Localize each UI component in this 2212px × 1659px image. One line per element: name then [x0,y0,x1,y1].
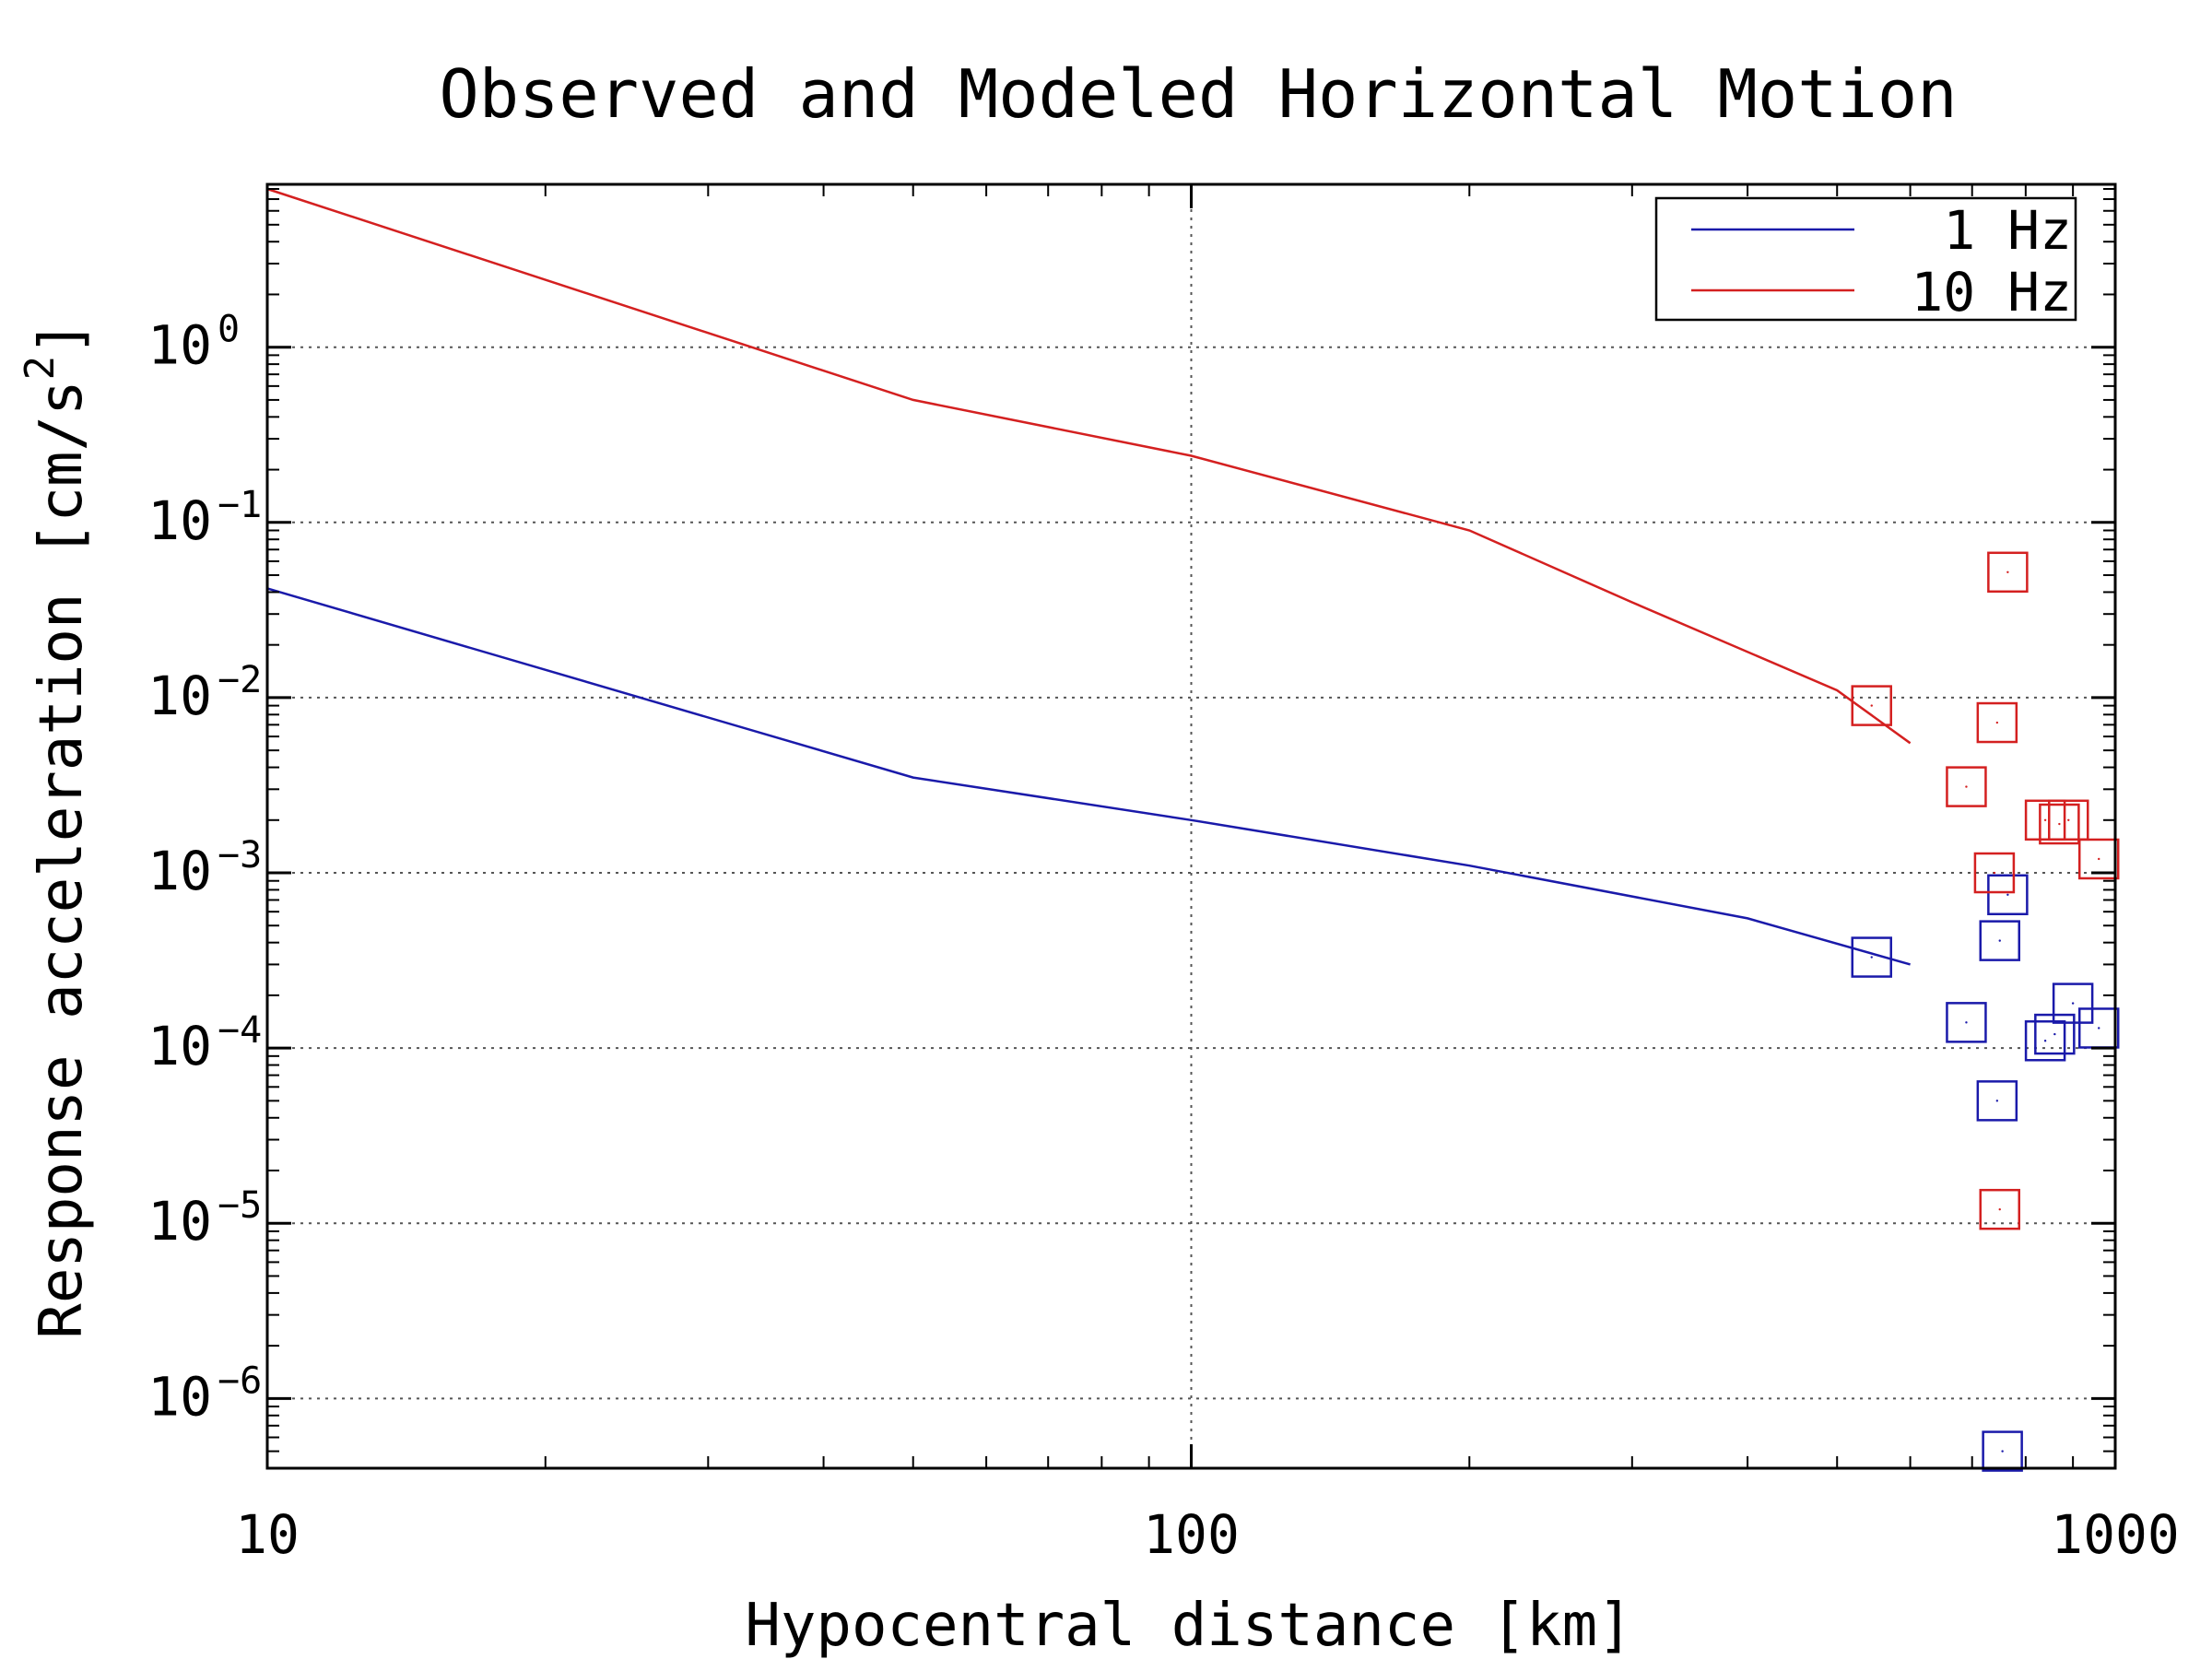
observed-point-center-1hz [2043,1040,2047,1042]
observed-point-center-1hz [2006,893,2009,896]
observed-point-1hz [2024,1020,2066,1062]
y-axis-label-sup: 2 [17,356,64,381]
observed-point-1hz [2034,1013,2076,1055]
observed-point-10hz [1979,1188,2020,1230]
observed-point-10hz [1987,551,2029,594]
y-tick-exponent: 0 [218,309,240,351]
x-tick-label: 1000 [2051,1503,2180,1566]
model-line-10hz [266,187,1912,745]
observed-point-center-10hz [2006,571,2009,573]
observed-point-center-10hz [1965,785,1968,788]
y-axis-label: Response acceleration [cm/s2] [17,320,96,1338]
x-axis-label: Hypocentral distance [km] [745,1592,1632,1659]
observed-point-center-10hz [2058,822,2061,826]
y-tick-label: 10 [147,1190,212,1253]
observed-point-10hz [2077,838,2120,880]
x-tick-label: 100 [1143,1503,1240,1566]
observed-point-1hz [1946,1002,1987,1043]
y-tick-label: 10 [147,314,212,377]
observed-point-center-1hz [2053,1032,2056,1036]
y-axis-label-text: Response acceleration [cm/s [28,380,96,1338]
legend-box [1654,196,2077,322]
observed-point-10hz [2048,799,2089,841]
observed-point-1hz [1982,1430,2023,1472]
axis-ticks [265,184,2117,1469]
observed-point-10hz [1851,685,1892,726]
observed-point-center-1hz [2001,1450,2004,1453]
observed-point-10hz [2024,799,2066,841]
legend: 1 Hz 10 Hz [1654,196,2077,324]
y-tick-exponent: −1 [218,484,262,526]
y-tick-exponent: −5 [218,1184,262,1227]
observed-point-1hz [1987,874,2029,916]
model-line-1hz [266,587,1911,966]
y-tick-label: 10 [147,840,212,902]
y-tick-exponent: −6 [218,1359,262,1402]
y-tick-label: 10 [147,1015,212,1077]
observed-point-center-1hz [1965,1021,1968,1024]
x-tick-label: 10 [235,1503,300,1566]
observed-point-center-10hz [2043,818,2047,821]
y-tick-label: 10 [147,665,212,727]
observed-point-center-10hz [1870,704,1873,707]
legend-label-1hz: 1 Hz [1943,199,2072,262]
chart-title: Observed and Modeled Horizontal Motion [439,55,1957,133]
y-tick-label: 10 [147,489,212,552]
observed-point-center-10hz [1995,721,1999,724]
observed-point-center-1hz [2098,1027,2100,1030]
legend-label-10hz: 10 Hz [1911,261,2072,324]
observed-point-10hz [1976,701,2018,744]
observed-point-1hz [1851,936,1892,978]
y-axis-label-end: ] [28,320,96,356]
observed-point-center-1hz [1995,1100,1999,1102]
observed-point-1hz [1979,920,2020,961]
y-tick-label: 10 [147,1365,212,1428]
observed-point-center-10hz [1993,871,1996,875]
observed-point-center-10hz [1998,1207,2001,1211]
grid-lines [267,184,2115,1468]
y-tick-exponent: −4 [218,1009,262,1052]
observed-point-center-10hz [2067,818,2070,821]
observed-point-center-1hz [1870,956,1873,959]
y-tick-exponent: −3 [218,834,262,877]
observed-point-10hz [1946,766,1987,807]
data-series [266,187,2120,1472]
observed-point-10hz [1973,852,2016,894]
observed-point-center-1hz [2071,1002,2075,1005]
observed-point-center-10hz [2098,857,2100,861]
observed-point-1hz [1976,1080,2018,1122]
observed-point-center-1hz [1998,939,2001,942]
svg-text:Response acceleration [cm/s2]: Response acceleration [cm/s2] [17,320,96,1338]
observed-point-10hz [2039,803,2080,845]
y-tick-exponent: −2 [218,659,262,701]
